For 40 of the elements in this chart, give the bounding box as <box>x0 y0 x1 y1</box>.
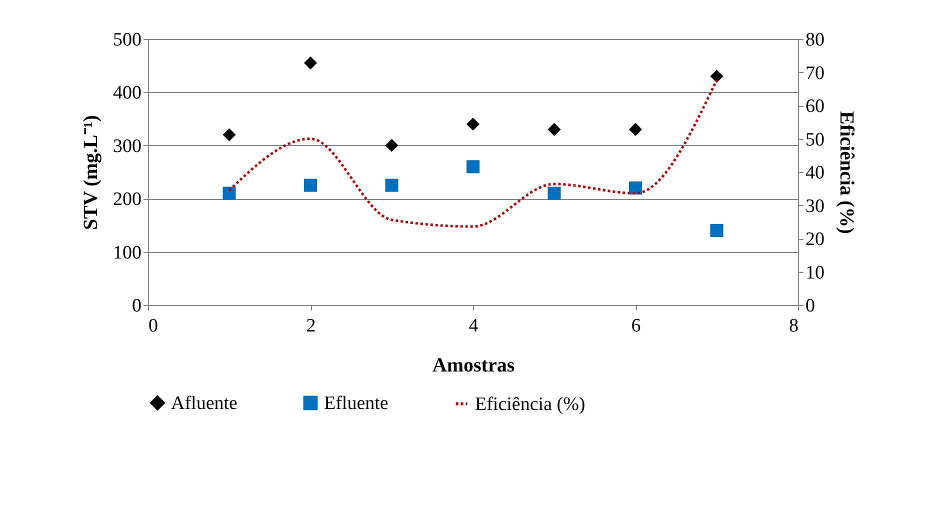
point <box>548 186 561 200</box>
y2-tick-label: 70 <box>806 62 824 84</box>
x-tick-label: 2 <box>306 316 316 336</box>
y2-tick-label: 40 <box>806 162 824 184</box>
y-axis-title: STV (mg.L⁻¹) <box>80 115 102 230</box>
point <box>385 178 398 192</box>
y2-tick-label: 80 <box>806 30 824 50</box>
point <box>628 122 642 136</box>
y2-tick-label: 20 <box>806 229 824 250</box>
point <box>466 160 480 174</box>
point <box>710 224 724 238</box>
y2-tick-label: 50 <box>806 129 824 150</box>
point <box>710 70 724 83</box>
point <box>304 178 318 192</box>
x-tick-label: 6 <box>631 316 641 336</box>
x-tick-label: 8 <box>789 316 798 336</box>
y-tick-label: 300 <box>113 136 142 157</box>
x-tick-label: 4 <box>468 316 479 336</box>
y2-tick-label: 60 <box>806 96 824 117</box>
point <box>548 122 561 136</box>
legend-label: Efluente <box>324 392 388 414</box>
point <box>628 181 642 194</box>
legend-label: Eficiência (%) <box>475 394 586 415</box>
point <box>222 186 236 200</box>
y2-tick-label: 10 <box>806 262 824 284</box>
y2-tick-label: 0 <box>806 296 815 316</box>
point <box>385 138 398 152</box>
y-tick-label: 100 <box>113 242 142 264</box>
point <box>222 128 236 142</box>
x-tick-label: 0 <box>148 316 158 336</box>
y2-axis-title: Eficiência (%) <box>836 111 858 234</box>
y-tick-label: 500 <box>113 30 142 50</box>
point <box>304 56 318 70</box>
y2-tick-label: 30 <box>806 196 824 217</box>
x-axis-title: Amostras <box>432 354 515 376</box>
legend-label: Afluente <box>171 392 238 414</box>
y-tick-label: 400 <box>113 82 142 104</box>
y-tick-label: 200 <box>113 189 142 210</box>
point <box>466 118 480 131</box>
y-tick-label: 0 <box>132 296 142 316</box>
